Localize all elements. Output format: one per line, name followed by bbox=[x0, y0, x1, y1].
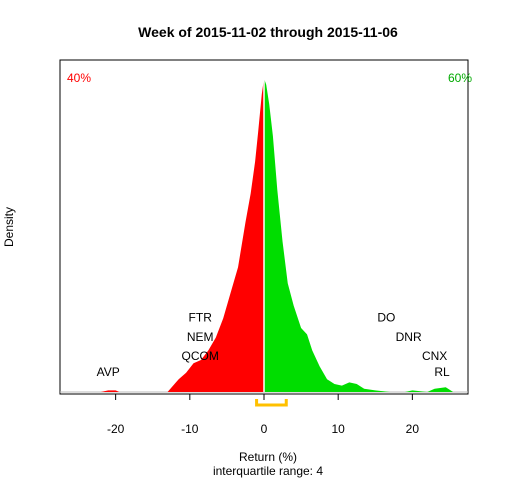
positive-density-area bbox=[264, 78, 468, 393]
annotation-label: NEM bbox=[187, 330, 214, 344]
annotation-label: QCOM bbox=[182, 349, 219, 363]
x-tick-label: -10 bbox=[181, 422, 199, 436]
x-tick-label: 20 bbox=[406, 422, 420, 436]
x-tick-label: -20 bbox=[107, 422, 125, 436]
x-axis-label: Return (%) bbox=[239, 450, 297, 464]
negative-share-label: 40% bbox=[67, 71, 91, 85]
chart-title: Week of 2015-11-02 through 2015-11-06 bbox=[138, 24, 398, 40]
x-axis: -20 -10 0 10 20 bbox=[107, 393, 420, 436]
annotation-label: CNX bbox=[422, 349, 447, 363]
negative-density-area bbox=[60, 78, 264, 393]
annotation-label: DO bbox=[377, 311, 395, 325]
iqr-bracket bbox=[255, 399, 288, 407]
plot-area bbox=[59, 59, 469, 395]
x-tick-label: 0 bbox=[261, 422, 268, 436]
x-tick-label: 10 bbox=[332, 422, 346, 436]
annotation-label: FTR bbox=[189, 311, 213, 325]
positive-share-label: 60% bbox=[448, 71, 472, 85]
annotation-label: RL bbox=[434, 365, 450, 379]
y-axis-label: Density bbox=[2, 207, 16, 247]
annotation-label: DNR bbox=[396, 330, 422, 344]
annotation-label: AVP bbox=[97, 365, 120, 379]
chart-subtitle: interquartile range: 4 bbox=[213, 464, 323, 478]
